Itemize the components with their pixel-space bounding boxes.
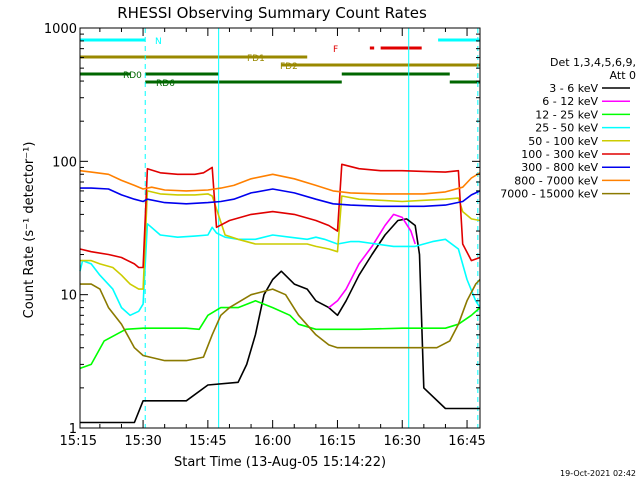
legend-entry-label: 12 - 25 keV: [535, 108, 598, 121]
series-line: [328, 213, 416, 309]
x-tick-label: 16:45: [448, 434, 485, 449]
series-line: [80, 278, 481, 362]
chart-title: RHESSI Observing Summary Count Rates: [117, 4, 427, 22]
y-tick-label: 1: [69, 422, 77, 437]
y-tick-label: 1000: [44, 22, 77, 37]
legend-header-line1: Det 1,3,4,5,6,9,: [550, 56, 636, 69]
x-axis-ticks: 15:15 15:30 15:45 16:00 16:15 16:30 16:45: [60, 28, 486, 449]
legend-entry-label: 3 - 6 keV: [549, 82, 598, 95]
flag-bars: N F FD1 FD2 RD0 RD6: [80, 37, 480, 89]
flag-label-rd6: RD6: [156, 79, 175, 89]
legend-entry-label: 300 - 800 keV: [521, 161, 598, 174]
plot-frame: [79, 27, 481, 429]
series-lines: [79, 163, 481, 424]
legend-entry-label: 800 - 7000 keV: [514, 174, 598, 187]
series-line: [79, 163, 481, 269]
x-axis-label: Start Time (13-Aug-05 15:14:22): [174, 455, 386, 470]
legend-entry-label: 100 - 300 keV: [521, 148, 598, 161]
series-line: [80, 218, 480, 424]
series-line: [80, 190, 481, 290]
flag-label-fd1: FD1: [247, 54, 265, 64]
series-line: [79, 299, 481, 370]
x-tick-label: 15:15: [60, 434, 97, 449]
legend-entry-label: 50 - 100 keV: [528, 135, 598, 148]
flag-label-n: N: [155, 37, 162, 47]
x-tick-label: 16:00: [254, 434, 291, 449]
x-tick-label: 16:30: [384, 434, 421, 449]
legend-header-line2: Att 0: [610, 69, 636, 82]
series-line: [80, 187, 481, 208]
flag-label-fd2: FD2: [280, 62, 298, 72]
legend-entry-label: 25 - 50 keV: [535, 122, 598, 135]
x-tick-label: 15:45: [189, 434, 226, 449]
flag-label-rd0: RD0: [123, 71, 142, 81]
legend-entry-label: 6 - 12 keV: [542, 95, 598, 108]
series-line: [79, 223, 481, 317]
x-tick-label: 16:15: [319, 434, 356, 449]
timestamp: 19-Oct-2021 02:42: [560, 469, 636, 478]
y-axis-ticks: 1 10 100 1000: [44, 22, 480, 437]
x-tick-label: 15:30: [124, 434, 161, 449]
series-line: [79, 169, 481, 195]
y-axis-label: Count Rate (s⁻¹ detector⁻¹): [22, 142, 37, 319]
vertical-markers: [144, 28, 479, 428]
y-tick-label: 10: [60, 289, 77, 304]
y-tick-label: 100: [52, 155, 77, 170]
flag-label-f: F: [333, 45, 338, 55]
legend-entry-label: 7000 - 15000 keV: [500, 188, 598, 201]
